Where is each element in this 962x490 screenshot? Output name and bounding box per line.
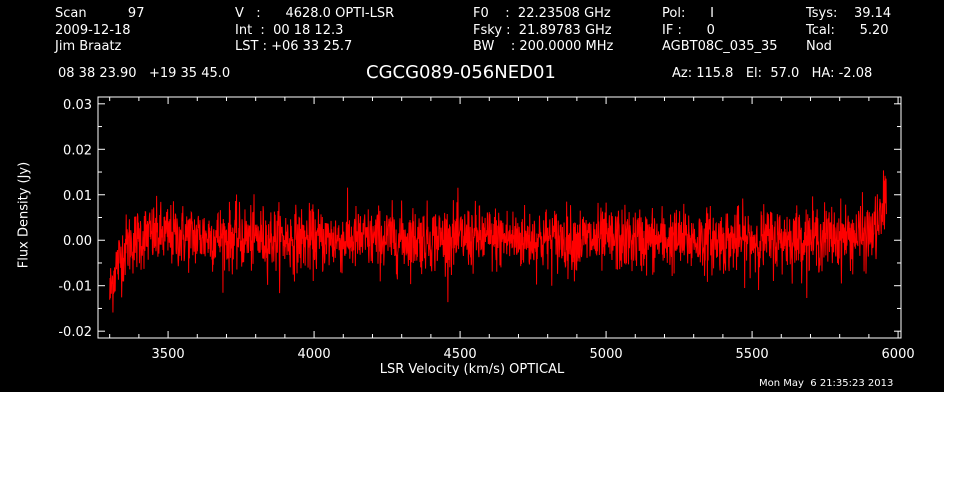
header-int: Int : 00 18 12.3: [235, 23, 344, 38]
header-fsky: Fsky : 21.89783 GHz: [473, 23, 612, 38]
y-tick-label: -0.01: [58, 280, 92, 295]
x-axis-label: LSR Velocity (km/s) OPTICAL: [379, 362, 565, 377]
spectrum-line: [109, 170, 887, 313]
spectrum-plot: 3500 4000 4500 5000 5500 6000 -0.02 -0.01 0.00 0…: [58, 96, 915, 362]
header-date: 2009-12-18: [55, 23, 131, 38]
header-project: AGBT08C_035_35: [662, 39, 778, 54]
header-azelha: Az: 115.8 El: 57.0 HA: -2.08: [672, 66, 873, 81]
header-if: IF : 0: [662, 23, 715, 38]
header-coords: 08 38 23.90 +19 35 45.0: [58, 66, 231, 81]
x-tick-label: 3500: [152, 347, 185, 362]
y-tick-label: 0.02: [63, 143, 92, 158]
y-tick-label: 0.01: [63, 189, 92, 204]
x-tick-label: 6000: [882, 347, 915, 362]
spectrum-panel: Scan 97 2009-12-18 Jim Braatz V : 4628.0…: [0, 0, 944, 392]
header-lst: LST : +06 33 25.7: [235, 39, 353, 54]
header-scan: Scan 97: [55, 6, 145, 21]
plot-timestamp: Mon May 6 21:35:23 2013: [759, 378, 894, 389]
x-tick-label: 4500: [444, 347, 477, 362]
header-nod: Nod: [806, 39, 832, 54]
header-tcal: Tcal: 5.20: [806, 23, 889, 38]
x-tick-label: 4000: [298, 347, 331, 362]
x-tick-label: 5000: [590, 347, 623, 362]
y-tick-label: 0.03: [63, 98, 92, 113]
header-velocity: V : 4628.0 OPTI-LSR: [235, 6, 395, 21]
header-observer: Jim Braatz: [55, 39, 122, 54]
source-name: CGCG089-056NED01: [366, 62, 556, 83]
y-tick-label: -0.02: [58, 325, 92, 340]
header-pol: Pol: I: [662, 6, 714, 21]
y-tick-label: 0.00: [63, 234, 92, 249]
header-tsys: Tsys: 39.14: [806, 6, 892, 21]
header-f0: F0 : 22.23508 GHz: [473, 6, 611, 21]
header-bw: BW : 200.0000 MHz: [473, 39, 614, 54]
x-tick-label: 5500: [736, 347, 769, 362]
